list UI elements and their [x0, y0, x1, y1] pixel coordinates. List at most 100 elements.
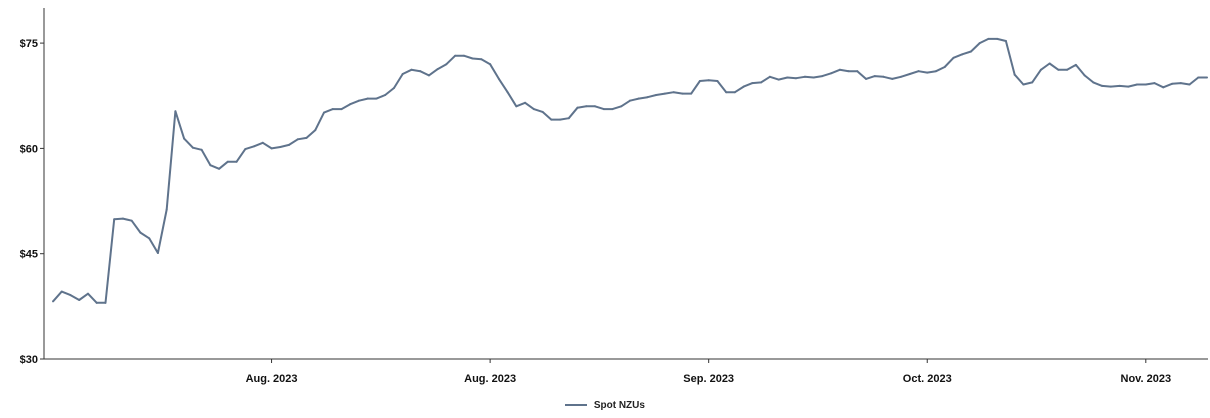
data-point	[847, 70, 850, 73]
data-point	[646, 96, 649, 99]
data-point	[401, 72, 404, 75]
data-point	[121, 217, 124, 220]
data-point	[672, 91, 675, 94]
data-point	[803, 75, 806, 78]
data-point	[261, 141, 264, 144]
data-point	[419, 70, 422, 73]
data-point	[1127, 85, 1130, 88]
data-point	[934, 70, 937, 73]
data-point	[1048, 62, 1051, 65]
data-point	[768, 75, 771, 78]
data-point	[226, 160, 229, 163]
data-point	[760, 81, 763, 84]
y-tick-label: $45	[20, 249, 38, 261]
data-point	[445, 63, 448, 66]
x-tick-label: Sep. 2023	[683, 373, 734, 385]
data-point	[427, 74, 430, 77]
data-point	[663, 92, 666, 95]
data-point	[288, 143, 291, 146]
data-point	[78, 299, 81, 302]
data-point	[629, 99, 631, 102]
data-point	[244, 148, 247, 151]
data-point	[1039, 68, 1042, 71]
data-point	[952, 56, 955, 59]
data-point	[620, 105, 623, 108]
data-point	[1171, 82, 1174, 85]
y-axis: $75 $60 $45 $30	[20, 8, 45, 366]
data-point	[532, 108, 535, 111]
data-point	[86, 292, 89, 295]
data-point	[917, 70, 920, 73]
data-point	[1074, 63, 1077, 66]
data-point	[821, 75, 824, 78]
data-point	[882, 75, 885, 78]
data-point	[838, 68, 841, 71]
data-point	[900, 75, 903, 78]
data-point	[786, 76, 789, 79]
data-point	[384, 94, 387, 97]
data-point	[165, 208, 168, 211]
y-tick-label: $30	[20, 354, 38, 366]
data-point	[1013, 73, 1016, 76]
data-point	[1066, 68, 1069, 71]
data-point	[471, 57, 474, 60]
data-point	[392, 87, 395, 90]
data-point	[296, 138, 299, 141]
data-point	[908, 72, 911, 75]
data-point	[637, 97, 640, 100]
data-point	[541, 110, 544, 113]
data-point	[1144, 83, 1147, 86]
data-point	[305, 136, 308, 139]
data-point	[489, 63, 492, 66]
legend-swatch-spot-nzus	[565, 404, 588, 407]
data-point	[148, 237, 151, 240]
data-point	[69, 294, 72, 297]
data-point	[1136, 83, 1139, 86]
data-point	[865, 77, 868, 80]
data-point	[183, 137, 186, 140]
data-point	[1022, 83, 1025, 86]
data-point	[1153, 82, 1156, 85]
data-point	[270, 147, 273, 150]
data-point	[585, 105, 588, 108]
data-point	[139, 231, 142, 234]
data-point	[506, 91, 509, 94]
data-point	[130, 219, 133, 222]
data-point	[480, 58, 483, 61]
data-point	[497, 77, 500, 80]
data-point	[559, 118, 562, 121]
data-point	[191, 146, 194, 149]
data-point	[1004, 39, 1007, 42]
data-point	[1197, 76, 1200, 79]
data-point	[1083, 74, 1086, 77]
data-point	[795, 77, 798, 80]
data-point	[357, 99, 360, 102]
data-point	[1109, 85, 1112, 88]
data-point	[777, 78, 780, 81]
data-point	[323, 111, 326, 114]
data-point	[1118, 84, 1121, 87]
data-point	[926, 71, 929, 74]
x-tick-label: Aug. 2023	[464, 373, 516, 385]
data-point	[209, 164, 212, 167]
series-line-spot-nzus	[52, 37, 1207, 304]
data-point	[611, 108, 614, 111]
series-layer	[52, 37, 1208, 304]
data-point	[733, 91, 736, 94]
data-point	[602, 108, 605, 111]
data-point	[104, 301, 107, 304]
data-point	[314, 129, 317, 132]
data-point	[218, 167, 221, 170]
data-point	[1179, 82, 1182, 85]
data-point	[742, 85, 745, 88]
data-point	[1188, 83, 1191, 86]
data-point	[1057, 68, 1060, 71]
data-point	[725, 91, 728, 94]
data-point	[969, 50, 972, 53]
data-point	[891, 77, 894, 80]
data-point	[681, 92, 684, 95]
data-point	[331, 108, 334, 111]
x-tick-label: Aug. 2023	[246, 373, 298, 385]
data-point	[200, 148, 203, 151]
data-point	[156, 251, 159, 254]
